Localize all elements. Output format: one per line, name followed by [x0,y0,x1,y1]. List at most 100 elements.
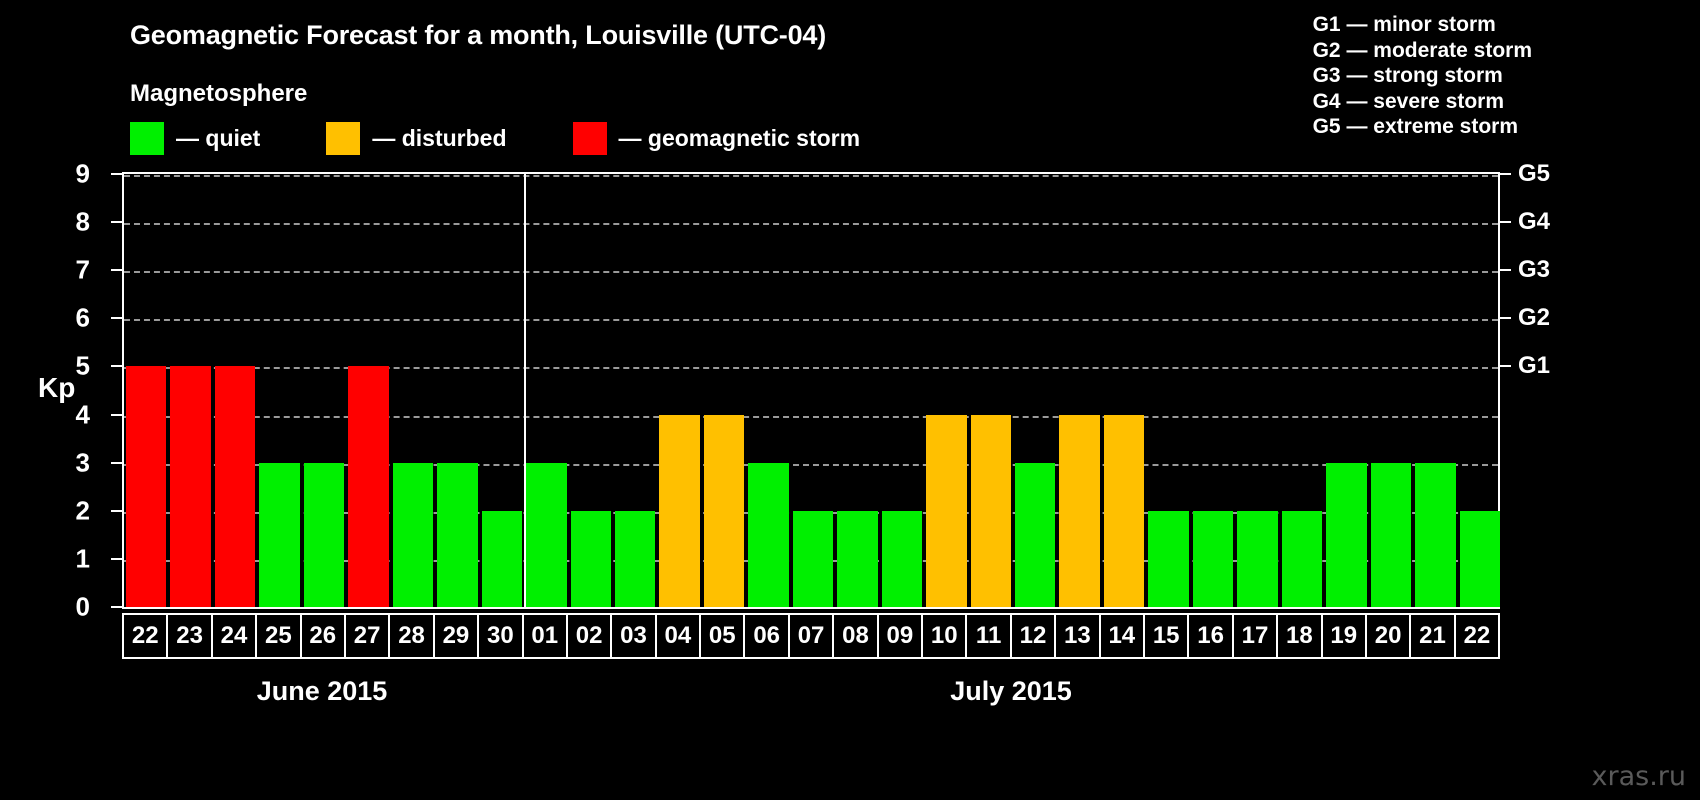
bar-23[interactable] [170,366,211,607]
y-tick-label-4: 4 [75,399,90,430]
bar-11[interactable] [970,414,1012,607]
bar-04[interactable] [659,414,700,607]
bar-08[interactable] [837,510,878,607]
bar-01[interactable] [526,462,567,607]
bar-02[interactable] [570,510,611,607]
date-cell-13[interactable]: 05 [701,615,746,657]
g-tick-label-G2: G2 [1518,304,1551,332]
date-cell-0[interactable]: 22 [124,615,169,657]
bar-10[interactable] [926,414,967,607]
bar-03[interactable] [614,510,656,607]
gridline-kp-7 [124,271,1498,274]
bar-05[interactable] [703,414,745,607]
bar-15[interactable] [1148,510,1189,607]
date-cell-24[interactable]: 16 [1189,615,1234,657]
bar-22[interactable] [126,366,167,607]
date-cell-16[interactable]: 08 [834,615,879,657]
date-cell-27[interactable]: 19 [1322,615,1367,657]
bar-13[interactable] [1059,414,1100,607]
date-cell-9[interactable]: 01 [523,615,568,657]
y-tick-mark-7 [111,269,122,272]
date-cell-29[interactable]: 21 [1411,615,1456,657]
date-cell-8[interactable]: 30 [479,615,524,657]
bar-21[interactable] [1415,462,1456,607]
bar-28[interactable] [392,462,434,607]
date-cell-2[interactable]: 24 [212,615,258,657]
bar-19[interactable] [1326,462,1367,607]
bar-30[interactable] [481,510,523,607]
bar-27[interactable] [348,366,389,607]
date-cell-28[interactable]: 20 [1366,615,1412,657]
y-tick-mark-9 [111,173,122,175]
gridline-kp-5 [124,367,1498,370]
y-tick-mark-6 [111,317,122,320]
date-cell-6[interactable]: 28 [390,615,435,657]
date-axis: 22 23 24 25 26 27 28 29 30 01 02 03 04 05 06 07 08 09 10 11… [122,613,1500,659]
g-scale-row-g5: G5 — extreme storm [1312,115,1519,138]
watermark: xras.ru [1591,761,1687,792]
g-tick-mark-G2 [1500,317,1511,320]
date-cell-18[interactable]: 10 [923,615,968,657]
g-scale-legend: G1 — minor storm G2 — moderate storm G3 … [1313,12,1532,140]
gridline-kp-4 [124,415,1498,418]
bar-17[interactable] [1237,510,1278,607]
month-caption-june: June 2015 [256,676,388,706]
bar-16[interactable] [1192,510,1234,607]
y-tick-label-1: 1 [75,543,90,574]
date-cell-17[interactable]: 09 [878,615,924,657]
date-cell-4[interactable]: 26 [301,615,346,657]
g-scale-row-g3: G3 — strong storm [1312,64,1503,87]
bar-06[interactable] [748,462,789,607]
y-tick-mark-1 [111,557,122,560]
bar-25[interactable] [259,462,300,607]
date-cell-7[interactable]: 29 [434,615,480,657]
date-cell-20[interactable]: 12 [1011,615,1057,657]
g-tick-label-G4: G4 [1518,208,1551,236]
date-cell-26[interactable]: 18 [1278,615,1323,657]
bar-07[interactable] [792,510,834,607]
date-cell-21[interactable]: 13 [1056,615,1101,657]
bar-29[interactable] [437,462,478,607]
gridline-kp-8 [124,223,1498,226]
date-cell-10[interactable]: 02 [567,615,613,657]
bar-20[interactable] [1370,462,1412,607]
bar-26[interactable] [303,462,345,607]
date-cell-14[interactable]: 06 [745,615,790,657]
legend-label-geomagnetic-storm: — geomagnetic storm [618,125,861,151]
g-tick-mark-G5 [1500,173,1511,175]
y-tick-mark-8 [111,221,122,224]
month-divider [524,174,527,607]
bar-09[interactable] [881,510,923,607]
bar-12[interactable] [1015,462,1056,607]
date-cell-1[interactable]: 23 [168,615,213,657]
date-cell-12[interactable]: 04 [656,615,702,657]
date-cell-15[interactable]: 07 [789,615,835,657]
legend-item-quiet: — quiet [130,122,260,155]
page-title: Geomagnetic Forecast for a month, Louisv… [130,20,827,50]
bar-18[interactable] [1281,510,1323,607]
date-cell-11[interactable]: 03 [612,615,657,657]
legend-swatch-quiet [130,122,164,155]
date-cell-30[interactable]: 22 [1455,615,1499,657]
magnetosphere-section-label: Magnetosphere [130,80,308,107]
gridline-kp-3 [124,463,1498,466]
legend-label-quiet: — quiet [176,125,261,151]
bar-14[interactable] [1103,414,1145,607]
g-scale-row-g4: G4 — severe storm [1312,89,1505,113]
date-cell-23[interactable]: 15 [1144,615,1190,657]
g-scale-row-g1: G1 — minor storm [1312,13,1496,36]
date-cell-5[interactable]: 27 [345,615,391,657]
legend-swatch-geomagnetic-storm [572,122,607,155]
date-cell-22[interactable]: 14 [1100,615,1145,657]
bar-22[interactable] [1459,510,1500,607]
y-tick-mark-5 [111,365,122,368]
y-tick-label-3: 3 [75,447,90,478]
color-legend: — quiet — disturbed — geomagnetic storm [130,122,860,155]
date-cell-3[interactable]: 25 [257,615,302,657]
bar-24[interactable] [214,366,256,607]
gridline-kp-9 [124,175,1498,177]
date-cell-25[interactable]: 17 [1233,615,1279,657]
date-cell-19[interactable]: 11 [967,615,1012,657]
g-tick-label-G1: G1 [1518,352,1551,380]
y-tick-label-5: 5 [75,350,90,381]
